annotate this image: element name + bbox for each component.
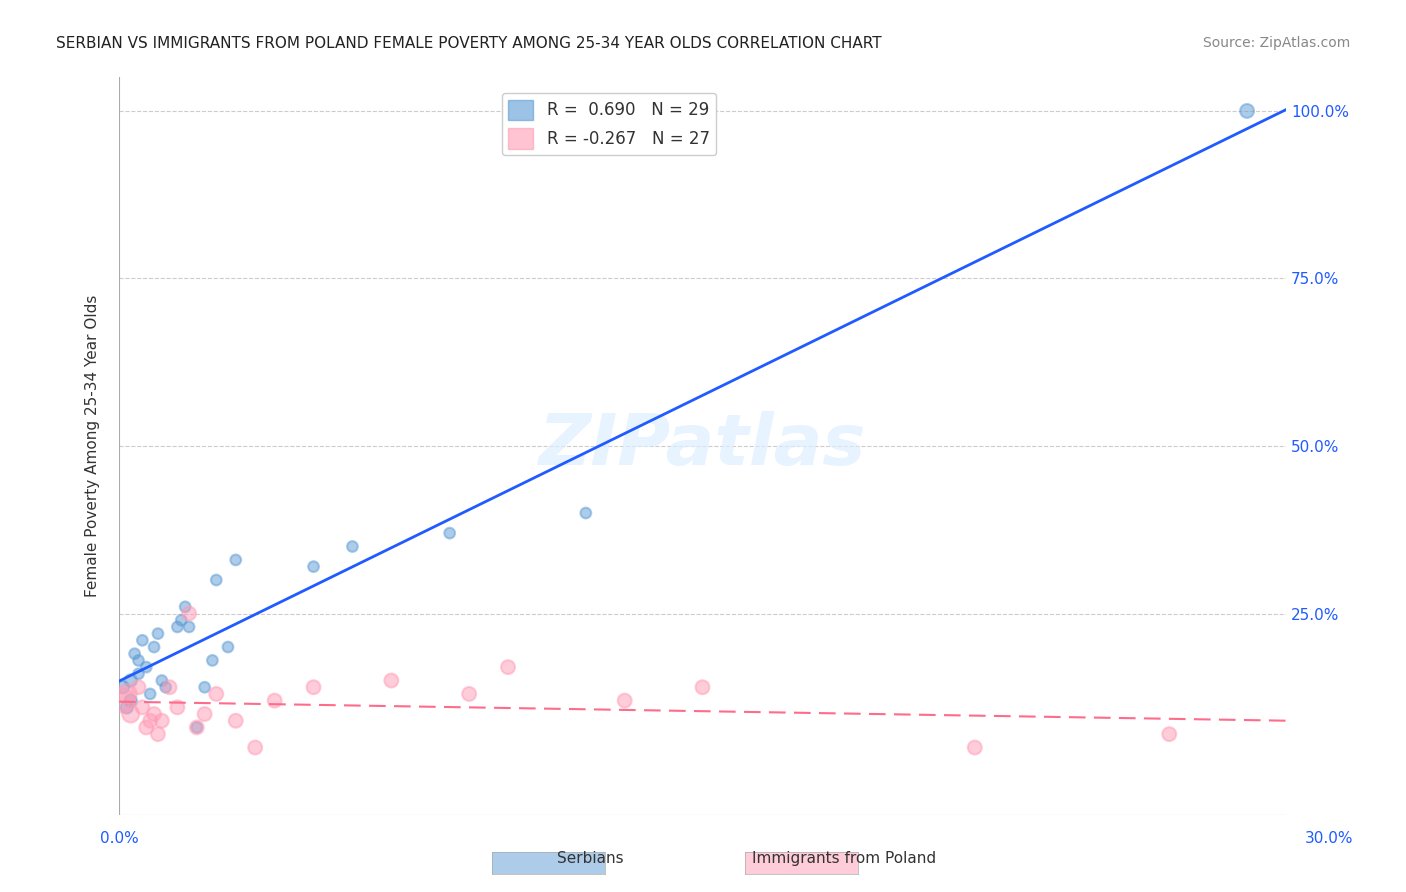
Y-axis label: Female Poverty Among 25-34 Year Olds: Female Poverty Among 25-34 Year Olds [86, 295, 100, 597]
Point [111, 693, 134, 707]
Text: Immigrants from Poland: Immigrants from Poland [752, 852, 935, 866]
Point [143, 640, 166, 654]
Point [225, 714, 247, 728]
Point [225, 553, 247, 567]
Point [111, 680, 134, 694]
Point [146, 626, 169, 640]
Point [166, 620, 188, 634]
Point [205, 687, 228, 701]
Point [139, 687, 162, 701]
Point [124, 647, 146, 661]
Point [613, 693, 636, 707]
Point [131, 633, 153, 648]
Point [217, 640, 239, 654]
Point [120, 693, 142, 707]
Text: 30.0%: 30.0% [1305, 831, 1353, 846]
Point [205, 573, 228, 587]
Point [143, 706, 166, 721]
Point [458, 687, 481, 701]
Point [380, 673, 402, 688]
Point [135, 721, 157, 735]
Point [263, 693, 285, 707]
Point [150, 714, 173, 728]
Point [194, 680, 217, 694]
Point [177, 607, 200, 621]
Point [186, 721, 208, 735]
Point [115, 687, 138, 701]
Point [155, 680, 177, 694]
Text: Source: ZipAtlas.com: Source: ZipAtlas.com [1202, 36, 1350, 50]
Point [177, 620, 200, 634]
Point [302, 680, 325, 694]
Point [194, 706, 217, 721]
Point [150, 673, 173, 688]
Point [439, 526, 461, 541]
Text: 0.0%: 0.0% [100, 831, 139, 846]
Point [139, 714, 162, 728]
Point [131, 700, 153, 714]
Point [575, 506, 598, 520]
Point [1159, 727, 1181, 741]
Point [166, 700, 188, 714]
Point [128, 653, 150, 667]
Legend: R =  0.690   N = 29, R = -0.267   N = 27: R = 0.690 N = 29, R = -0.267 N = 27 [502, 93, 717, 155]
Point [135, 660, 157, 674]
Point [201, 653, 224, 667]
Point [692, 680, 714, 694]
Text: SERBIAN VS IMMIGRANTS FROM POLAND FEMALE POVERTY AMONG 25-34 YEAR OLDS CORRELATI: SERBIAN VS IMMIGRANTS FROM POLAND FEMALE… [56, 36, 882, 51]
Point [186, 721, 208, 735]
Point [170, 613, 193, 627]
Point [302, 559, 325, 574]
Text: ZIPatlas: ZIPatlas [538, 411, 866, 481]
Point [496, 660, 519, 674]
Text: Serbians: Serbians [557, 852, 624, 866]
Point [146, 727, 169, 741]
Point [245, 740, 267, 755]
Point [174, 599, 197, 614]
Point [128, 680, 150, 694]
Point [159, 680, 181, 694]
Point [120, 706, 142, 721]
Point [342, 540, 364, 554]
Point [963, 740, 986, 755]
Point [115, 700, 138, 714]
Point [120, 673, 142, 688]
Point [128, 666, 150, 681]
Point [1236, 103, 1258, 118]
